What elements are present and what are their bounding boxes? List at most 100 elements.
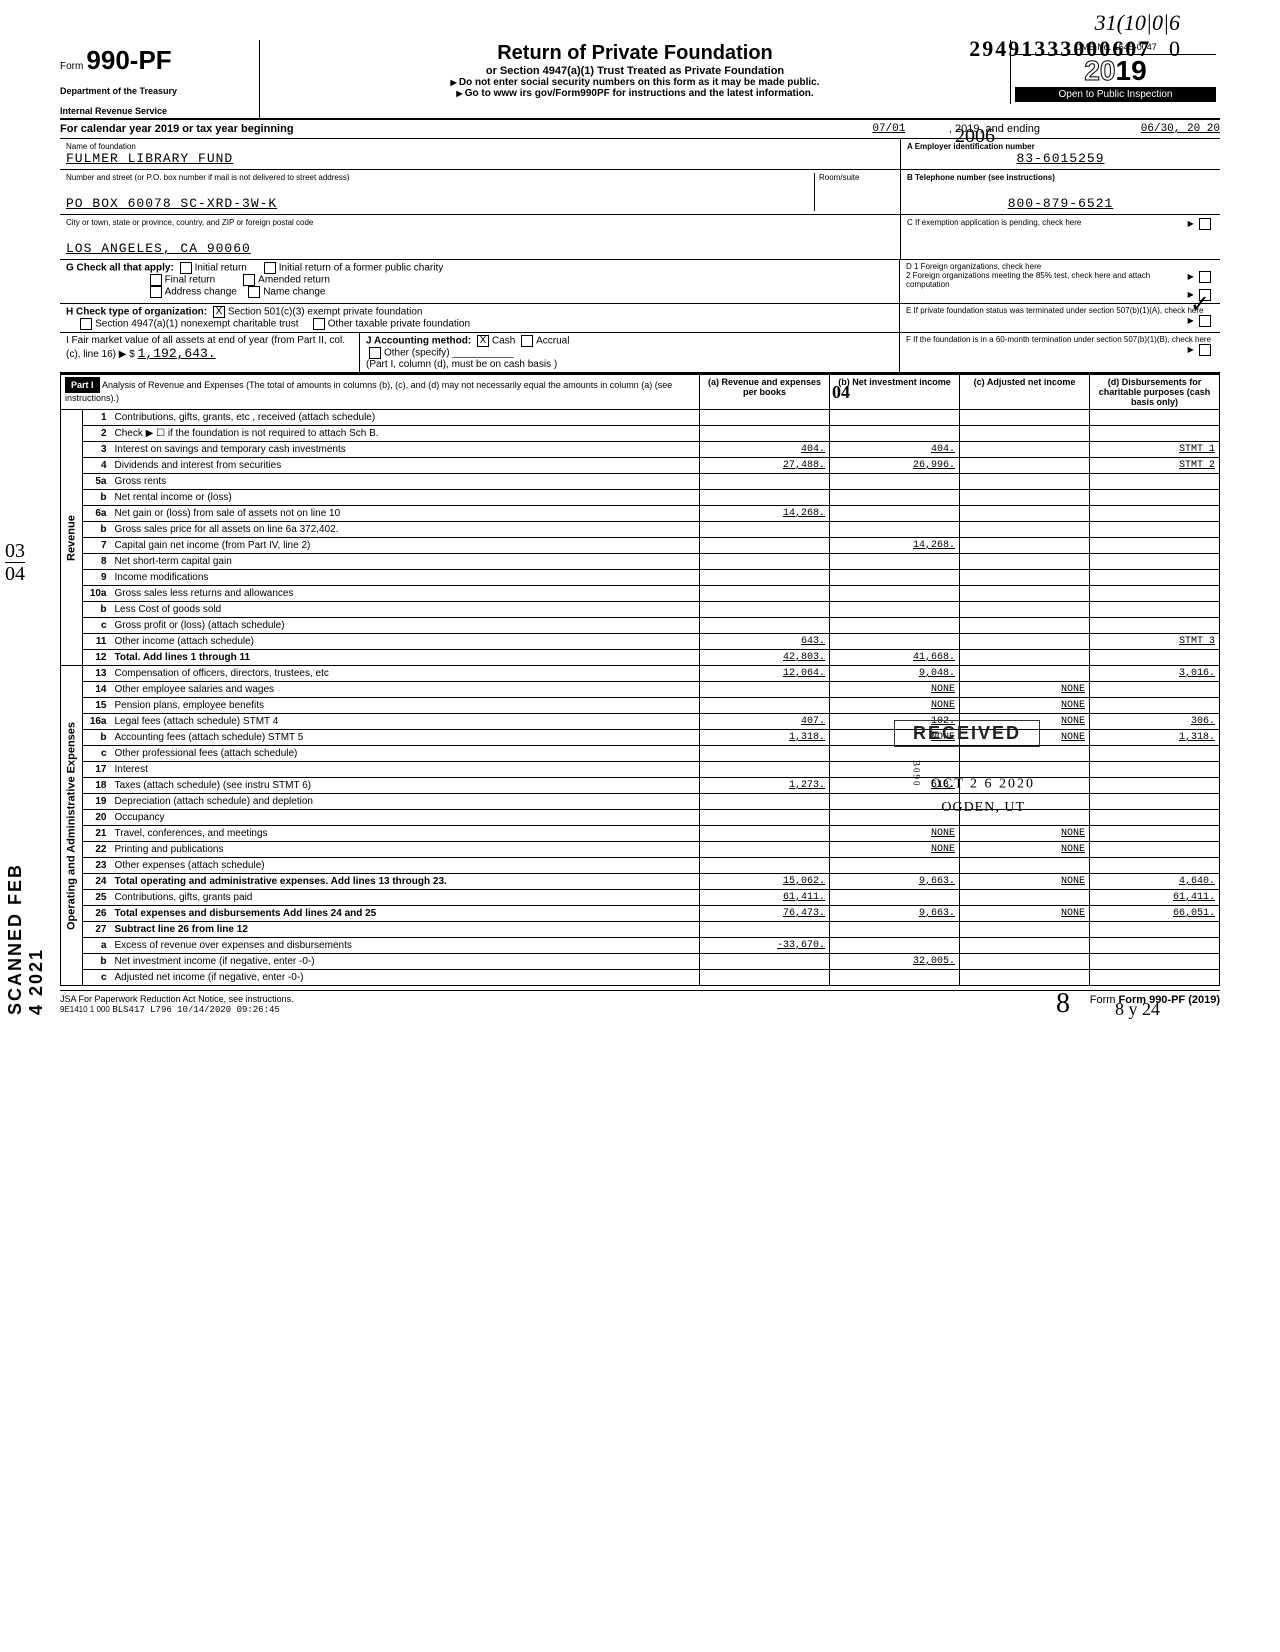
amount-cell xyxy=(960,506,1090,522)
amount-cell xyxy=(1090,586,1220,602)
footer-stamp: BLS417 L796 10/14/2020 09:26:45 xyxy=(112,1005,279,1015)
line-desc: Less Cost of goods sold xyxy=(111,602,700,618)
jsa-note: JSA For Paperwork Reduction Act Notice, … xyxy=(60,994,294,1004)
table-row: Revenue1Contributions, gifts, grants, et… xyxy=(61,410,1220,426)
j-cash[interactable]: X xyxy=(477,335,489,347)
g-check5[interactable] xyxy=(150,286,162,298)
line-number: 10a xyxy=(83,586,111,602)
line-number: b xyxy=(83,954,111,970)
h-label: H Check type of organization: xyxy=(66,307,207,318)
amount-cell xyxy=(960,458,1090,474)
amount-cell xyxy=(960,474,1090,490)
amount-cell: 9,663. xyxy=(830,874,960,890)
line-desc: Income modifications xyxy=(111,570,700,586)
line-number: 26 xyxy=(83,906,111,922)
line-number: c xyxy=(83,746,111,762)
g-check4[interactable] xyxy=(243,274,255,286)
line-desc: Interest xyxy=(111,762,700,778)
h-check2[interactable] xyxy=(80,318,92,330)
line-desc: Excess of revenue over expenses and disb… xyxy=(111,938,700,954)
inspection: Open to Public Inspection xyxy=(1015,87,1216,102)
amount-cell xyxy=(960,570,1090,586)
table-row: 15Pension plans, employee benefitsNONENO… xyxy=(61,698,1220,714)
city-value: LOS ANGELES, CA 90060 xyxy=(66,241,894,256)
h-check1[interactable]: X xyxy=(213,306,225,318)
line-number: 15 xyxy=(83,698,111,714)
amount-cell: 41,668. xyxy=(830,650,960,666)
g-check6[interactable] xyxy=(248,286,260,298)
j-other[interactable] xyxy=(369,347,381,359)
table-row: 9Income modifications xyxy=(61,570,1220,586)
g-opt4: Amended return xyxy=(258,275,330,286)
amount-cell xyxy=(700,570,830,586)
amount-cell xyxy=(1090,698,1220,714)
amount-cell xyxy=(1090,954,1220,970)
amount-cell xyxy=(830,426,960,442)
amount-cell xyxy=(1090,506,1220,522)
amount-cell xyxy=(960,954,1090,970)
table-row: 10aGross sales less returns and allowanc… xyxy=(61,586,1220,602)
g-check3[interactable] xyxy=(150,274,162,286)
amount-cell xyxy=(700,826,830,842)
h-opt1: Section 501(c)(3) exempt private foundat… xyxy=(228,307,423,318)
amount-cell: 14,268. xyxy=(700,506,830,522)
amount-cell xyxy=(960,522,1090,538)
revenue-sidebar: Revenue xyxy=(61,410,83,666)
line-desc: Pension plans, employee benefits xyxy=(111,698,700,714)
amount-cell: 3,016. xyxy=(1090,666,1220,682)
d1-check[interactable] xyxy=(1199,271,1211,283)
amount-cell xyxy=(1090,762,1220,778)
line-desc: Depreciation (attach schedule) and deple… xyxy=(111,794,700,810)
amount-cell: 404. xyxy=(830,442,960,458)
amount-cell xyxy=(830,618,960,634)
line-number: 23 xyxy=(83,858,111,874)
part1-table: Part I Analysis of Revenue and Expenses … xyxy=(60,374,1220,986)
h-check3[interactable] xyxy=(313,318,325,330)
line-desc: Other income (attach schedule) xyxy=(111,634,700,650)
city-cell: City or town, state or province, country… xyxy=(60,215,900,259)
expenses-sidebar: Operating and Administrative Expenses xyxy=(61,666,83,986)
line-number: b xyxy=(83,602,111,618)
amount-cell xyxy=(700,602,830,618)
amount-cell xyxy=(830,938,960,954)
amount-cell xyxy=(1090,490,1220,506)
amount-cell xyxy=(700,522,830,538)
g-label: G Check all that apply: xyxy=(66,263,174,274)
footer-code: 9E1410 1 000 xyxy=(60,1005,110,1014)
row-h: H Check type of organization: XSection 5… xyxy=(60,304,1220,333)
amount-cell: NONE xyxy=(830,826,960,842)
line-number: b xyxy=(83,522,111,538)
addr-cell: Number and street (or P.O. box number if… xyxy=(60,170,900,215)
amount-cell xyxy=(700,698,830,714)
line-desc: Net rental income or (loss) xyxy=(111,490,700,506)
amount-cell xyxy=(700,810,830,826)
amount-cell xyxy=(830,554,960,570)
table-row: cOther professional fees (attach schedul… xyxy=(61,746,1220,762)
line-desc: Net gain or (loss) from sale of assets n… xyxy=(111,506,700,522)
amount-cell xyxy=(830,474,960,490)
amount-cell xyxy=(700,746,830,762)
table-row: bNet investment income (if negative, ent… xyxy=(61,954,1220,970)
g-check2[interactable] xyxy=(264,262,276,274)
j-accrual[interactable] xyxy=(521,335,533,347)
line-desc: Other professional fees (attach schedule… xyxy=(111,746,700,762)
foundation-name: FULMER LIBRARY FUND xyxy=(66,151,894,166)
line-number: 19 xyxy=(83,794,111,810)
g-check1[interactable] xyxy=(180,262,192,274)
line-number: 16a xyxy=(83,714,111,730)
c-label: C If exemption application is pending, c… xyxy=(907,218,1081,227)
form-subtitle: or Section 4947(a)(1) Trust Treated as P… xyxy=(268,65,1002,77)
name-label: Name of foundation xyxy=(66,142,894,151)
line-desc: Capital gain net income (from Part IV, l… xyxy=(111,538,700,554)
line-number: 6a xyxy=(83,506,111,522)
j-label: J Accounting method: xyxy=(366,336,471,347)
amount-cell xyxy=(1090,858,1220,874)
row-ijf: I Fair market value of all assets at end… xyxy=(60,333,1220,374)
line-number: 8 xyxy=(83,554,111,570)
amount-cell: NONE xyxy=(830,842,960,858)
c-checkbox[interactable] xyxy=(1199,218,1211,230)
f-check[interactable] xyxy=(1199,344,1211,356)
amount-cell xyxy=(960,858,1090,874)
g-opt6: Name change xyxy=(263,287,325,298)
amount-cell xyxy=(830,586,960,602)
